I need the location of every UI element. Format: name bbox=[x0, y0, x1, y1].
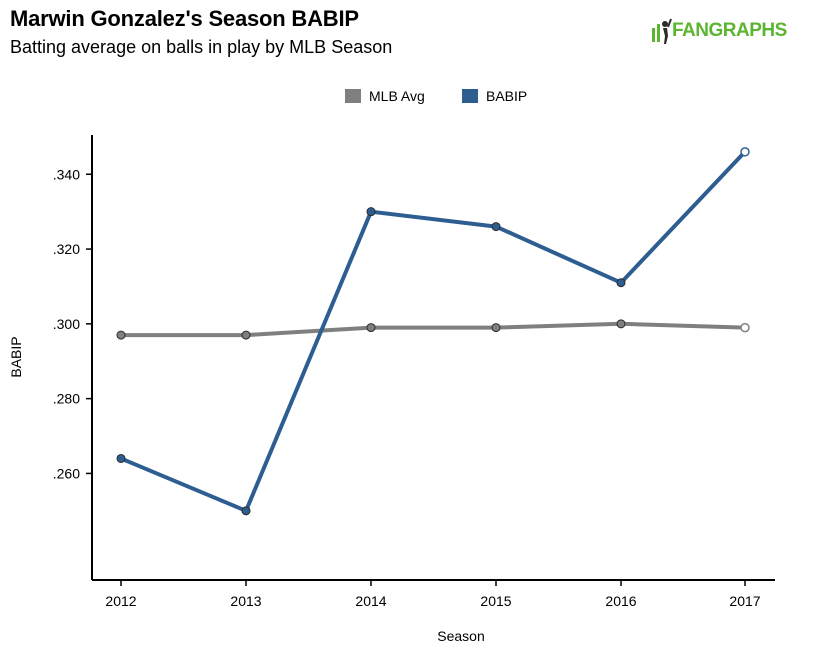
y-tick-label: .320 bbox=[53, 241, 80, 257]
x-tick-label: 2012 bbox=[105, 593, 136, 609]
y-tick-label: .260 bbox=[53, 465, 80, 481]
data-point-mlb-avg bbox=[116, 330, 126, 340]
data-point-babip bbox=[616, 278, 626, 288]
series-line-mlb-avg bbox=[119, 321, 747, 338]
y-axis-label: BABIP bbox=[8, 336, 24, 377]
x-tick-label: 2013 bbox=[230, 593, 261, 609]
data-point-babip bbox=[366, 207, 376, 217]
x-tick-label: 2015 bbox=[480, 593, 511, 609]
chart-title: Marwin Gonzalez's Season BABIP bbox=[10, 6, 359, 31]
x-tick-label: 2016 bbox=[605, 593, 636, 609]
y-tick-label: .300 bbox=[53, 316, 80, 332]
data-point-babip bbox=[740, 147, 750, 157]
data-point-babip bbox=[116, 453, 126, 463]
legend-item-babip[interactable]: BABIP bbox=[462, 86, 527, 106]
x-tick-label: 2014 bbox=[355, 593, 386, 609]
legend-label-mlb-avg: MLB Avg bbox=[369, 88, 425, 104]
data-point-mlb-avg bbox=[241, 330, 251, 340]
x-tick-label: 2017 bbox=[729, 593, 760, 609]
batter-icon bbox=[652, 18, 672, 44]
legend-swatch-babip bbox=[462, 89, 478, 103]
data-point-mlb-avg bbox=[366, 323, 376, 333]
data-point-babip bbox=[241, 506, 251, 516]
legend-swatch-mlb-avg bbox=[345, 89, 361, 103]
y-tick-label: .280 bbox=[53, 391, 80, 407]
legend-item-mlb-avg[interactable]: MLB Avg bbox=[345, 86, 425, 106]
legend-label-babip: BABIP bbox=[486, 88, 528, 104]
series-line-babip bbox=[119, 149, 747, 513]
data-point-mlb-avg bbox=[616, 319, 626, 329]
legend: MLB Avg BABIP bbox=[0, 86, 818, 106]
x-axis-label: Season bbox=[437, 628, 484, 644]
y-tick-label: .340 bbox=[53, 166, 80, 182]
data-point-babip bbox=[491, 222, 501, 232]
data-point-mlb-avg bbox=[740, 322, 750, 333]
logo-text: FANGRAPHS bbox=[672, 20, 787, 41]
data-point-mlb-avg bbox=[491, 323, 501, 333]
chart-subtitle: Batting average on balls in play by MLB … bbox=[10, 37, 393, 57]
fangraphs-logo: FANGRAPHS bbox=[650, 18, 805, 46]
